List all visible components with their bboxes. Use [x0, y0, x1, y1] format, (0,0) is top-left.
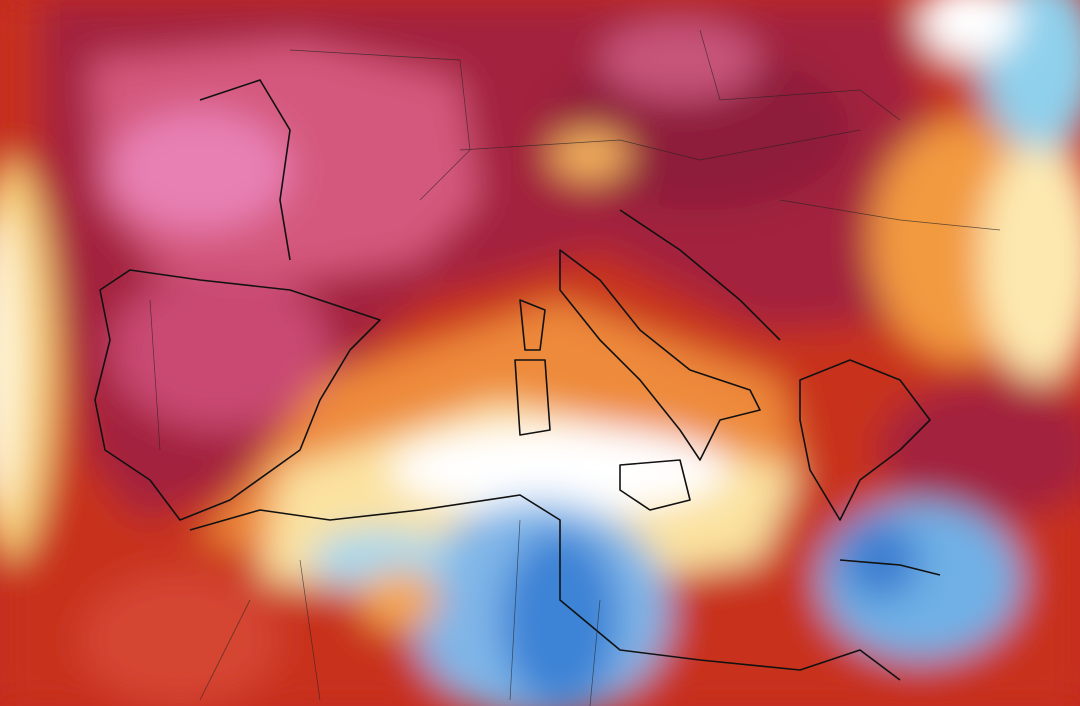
- coastlines: [94, 79, 941, 681]
- borders: [149, 29, 1001, 706]
